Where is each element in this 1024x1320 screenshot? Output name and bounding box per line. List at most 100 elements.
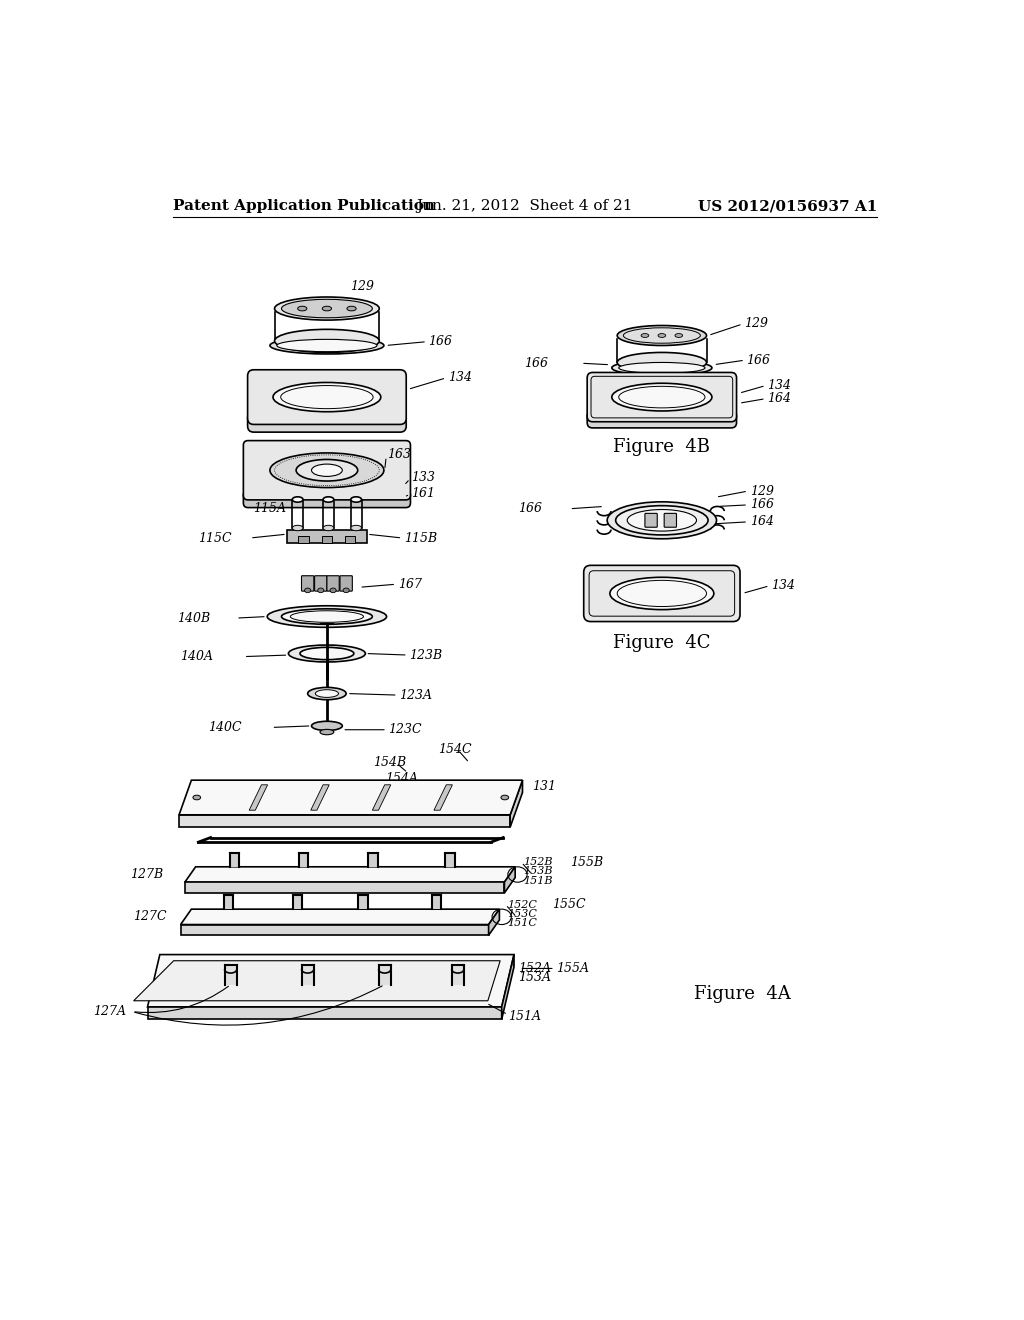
Text: 127A: 127A: [93, 1005, 126, 1018]
Text: 154C: 154C: [438, 743, 472, 756]
Text: 131: 131: [531, 780, 556, 793]
Ellipse shape: [343, 589, 349, 593]
FancyBboxPatch shape: [244, 491, 411, 508]
Text: 164: 164: [767, 392, 792, 405]
Polygon shape: [310, 785, 330, 810]
Text: 166: 166: [429, 335, 453, 348]
FancyBboxPatch shape: [340, 576, 352, 591]
Text: 152C: 152C: [507, 899, 537, 909]
Text: 134: 134: [767, 379, 792, 392]
Polygon shape: [179, 780, 522, 814]
Polygon shape: [230, 853, 240, 867]
Polygon shape: [179, 814, 510, 828]
FancyBboxPatch shape: [665, 513, 677, 527]
Ellipse shape: [193, 795, 201, 800]
Text: 154B: 154B: [373, 756, 407, 770]
Ellipse shape: [615, 506, 708, 535]
Ellipse shape: [274, 297, 379, 321]
FancyBboxPatch shape: [248, 370, 407, 425]
Ellipse shape: [330, 589, 336, 593]
Polygon shape: [502, 954, 514, 1019]
Text: 151B: 151B: [523, 875, 552, 886]
Text: 129: 129: [350, 280, 374, 293]
Ellipse shape: [611, 383, 712, 411]
FancyBboxPatch shape: [584, 565, 740, 622]
Text: 166: 166: [746, 354, 770, 367]
Text: 133: 133: [412, 471, 435, 484]
Ellipse shape: [311, 721, 342, 730]
Ellipse shape: [291, 611, 364, 622]
Text: 123C: 123C: [388, 723, 422, 737]
Text: 167: 167: [397, 578, 422, 591]
Polygon shape: [185, 867, 515, 882]
Ellipse shape: [323, 525, 334, 531]
FancyBboxPatch shape: [327, 576, 339, 591]
Polygon shape: [249, 785, 267, 810]
Text: 166: 166: [518, 502, 543, 515]
FancyBboxPatch shape: [587, 411, 736, 428]
Text: Jun. 21, 2012  Sheet 4 of 21: Jun. 21, 2012 Sheet 4 of 21: [417, 199, 633, 213]
Polygon shape: [147, 954, 514, 1007]
Text: 123B: 123B: [410, 648, 442, 661]
Polygon shape: [223, 895, 233, 909]
Text: 154A: 154A: [385, 772, 418, 785]
Polygon shape: [293, 895, 302, 909]
Ellipse shape: [273, 383, 381, 412]
FancyBboxPatch shape: [314, 576, 327, 591]
Ellipse shape: [307, 688, 346, 700]
Text: US 2012/0156937 A1: US 2012/0156937 A1: [698, 199, 878, 213]
Text: 115B: 115B: [403, 532, 437, 545]
Polygon shape: [369, 853, 378, 867]
Ellipse shape: [300, 647, 354, 660]
Text: 164: 164: [750, 515, 774, 528]
Ellipse shape: [281, 385, 373, 409]
Text: 115A: 115A: [253, 502, 286, 515]
Text: 127C: 127C: [133, 911, 167, 924]
Ellipse shape: [317, 589, 324, 593]
Text: 140C: 140C: [209, 721, 243, 734]
Ellipse shape: [282, 609, 373, 624]
Polygon shape: [452, 965, 464, 985]
Text: 163: 163: [387, 449, 411, 462]
Ellipse shape: [319, 730, 334, 735]
Ellipse shape: [347, 306, 356, 312]
Polygon shape: [488, 909, 500, 936]
Text: 153A: 153A: [518, 972, 551, 985]
Text: 155A: 155A: [556, 962, 590, 975]
Ellipse shape: [351, 496, 361, 502]
FancyBboxPatch shape: [591, 376, 733, 418]
Text: Figure  4B: Figure 4B: [613, 438, 711, 457]
Ellipse shape: [323, 496, 334, 502]
Text: 140B: 140B: [177, 611, 210, 624]
Text: 134: 134: [771, 579, 796, 593]
Text: 152B: 152B: [523, 857, 552, 867]
Text: 166: 166: [750, 499, 774, 511]
Polygon shape: [445, 853, 455, 867]
Polygon shape: [373, 785, 391, 810]
Ellipse shape: [658, 334, 666, 338]
Ellipse shape: [315, 689, 339, 697]
Polygon shape: [299, 853, 308, 867]
FancyBboxPatch shape: [298, 536, 309, 544]
Ellipse shape: [610, 577, 714, 610]
FancyBboxPatch shape: [244, 441, 411, 500]
Text: 115C: 115C: [199, 532, 232, 545]
FancyBboxPatch shape: [645, 513, 657, 527]
Ellipse shape: [311, 465, 342, 477]
Polygon shape: [180, 924, 488, 936]
Ellipse shape: [351, 525, 361, 531]
Text: 153C: 153C: [507, 908, 537, 919]
Text: 127B: 127B: [130, 869, 163, 880]
Polygon shape: [432, 895, 441, 909]
Text: 153B: 153B: [523, 866, 552, 876]
Ellipse shape: [617, 326, 707, 346]
Ellipse shape: [617, 352, 707, 372]
Ellipse shape: [276, 339, 377, 351]
Ellipse shape: [628, 510, 696, 531]
Text: 151A: 151A: [508, 1010, 541, 1023]
Ellipse shape: [641, 334, 649, 338]
FancyBboxPatch shape: [589, 570, 734, 616]
Text: 152A: 152A: [518, 962, 551, 975]
Polygon shape: [301, 965, 313, 985]
Ellipse shape: [270, 337, 384, 354]
